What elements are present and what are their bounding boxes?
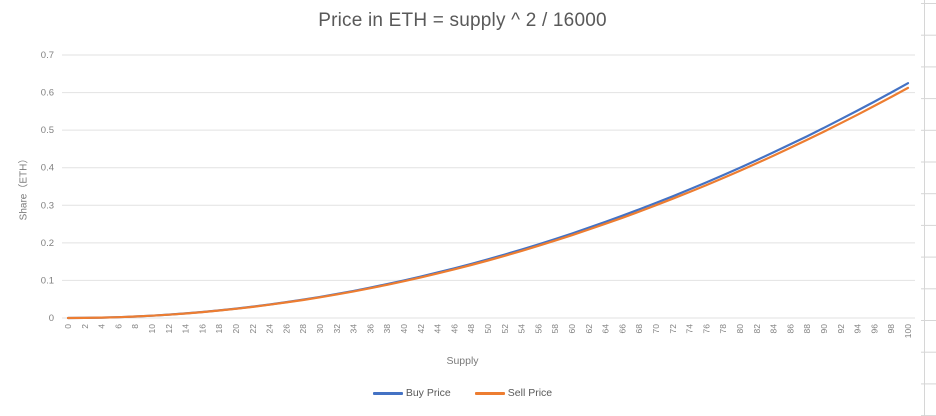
x-tick-label: 72 [668,324,678,334]
x-tick-label: 14 [181,324,191,334]
x-tick-label: 38 [382,324,392,334]
legend-item-sell-price: Sell Price [474,387,553,399]
x-tick-label: 54 [517,324,527,334]
x-tick-label: 98 [886,324,896,334]
y-tick-label: 0.5 [41,125,54,136]
x-tick-label: 8 [130,324,140,329]
legend-swatch [372,391,403,395]
x-tick-label: 78 [718,324,728,334]
legend-label: Buy Price [405,387,451,399]
x-tick-label: 0 [63,324,73,329]
x-tick-label: 86 [785,324,795,334]
y-tick-label: 0.3 [41,200,54,211]
legend-item-buy-price: Buy Price [372,387,451,399]
x-tick-label: 18 [214,324,224,334]
x-tick-label: 68 [634,324,644,334]
y-tick-label: 0.4 [41,163,54,174]
x-tick-label: 44 [433,324,443,334]
y-axis-title: Share（ETH） [18,153,30,221]
x-tick-label: 10 [147,324,157,334]
legend: Buy Price Sell Price [0,387,925,399]
y-tick-label: 0.2 [41,238,54,249]
x-tick-label: 82 [752,324,762,334]
x-tick-label: 88 [802,324,812,334]
x-tick-label: 62 [584,324,594,334]
x-tick-label: 26 [281,324,291,334]
y-tick-label: 0 [49,313,54,324]
x-axis-title: Supply [446,355,479,367]
x-tick-label: 94 [853,324,863,334]
x-tick-label: 96 [869,324,879,334]
x-tick-label: 90 [819,324,829,334]
y-tick-label: 0.1 [41,275,54,286]
x-tick-label: 76 [701,324,711,334]
x-tick-label: 36 [365,324,375,334]
x-tick-label: 40 [399,324,409,334]
x-tick-label: 80 [735,324,745,334]
x-tick-label: 60 [567,324,577,334]
x-tick-label: 64 [601,324,611,334]
x-tick-label: 32 [332,324,342,334]
legend-swatch [474,391,505,395]
y-tick-label: 0.6 [41,88,54,99]
x-tick-label: 12 [164,324,174,334]
chart-title: Price in ETH = supply ^ 2 / 16000 [318,10,607,31]
x-tick-label: 52 [500,324,510,334]
x-tick-label: 16 [197,324,207,334]
x-tick-label: 66 [617,324,627,334]
x-tick-label: 22 [248,324,258,334]
x-tick-label: 100 [903,324,913,338]
x-tick-label: 34 [349,324,359,334]
x-tick-label: 4 [97,324,107,329]
x-tick-label: 50 [483,324,493,334]
x-tick-label: 30 [315,324,325,334]
x-tick-label: 28 [298,324,308,334]
x-tick-label: 42 [416,324,426,334]
x-tick-label: 56 [533,324,543,334]
x-tick-label: 48 [466,324,476,334]
x-tick-label: 24 [265,324,275,334]
x-tick-label: 92 [836,324,846,334]
x-tick-label: 74 [685,324,695,334]
x-tick-label: 58 [550,324,560,334]
y-tick-label: 0.7 [41,50,54,61]
x-tick-label: 6 [113,324,123,329]
x-tick-label: 70 [651,324,661,334]
x-tick-label: 20 [231,324,241,334]
legend-label: Sell Price [507,387,553,399]
x-tick-label: 84 [769,324,779,334]
x-tick-label: 2 [80,324,90,329]
x-tick-label: 46 [449,324,459,334]
sell-price-line [66,86,910,320]
